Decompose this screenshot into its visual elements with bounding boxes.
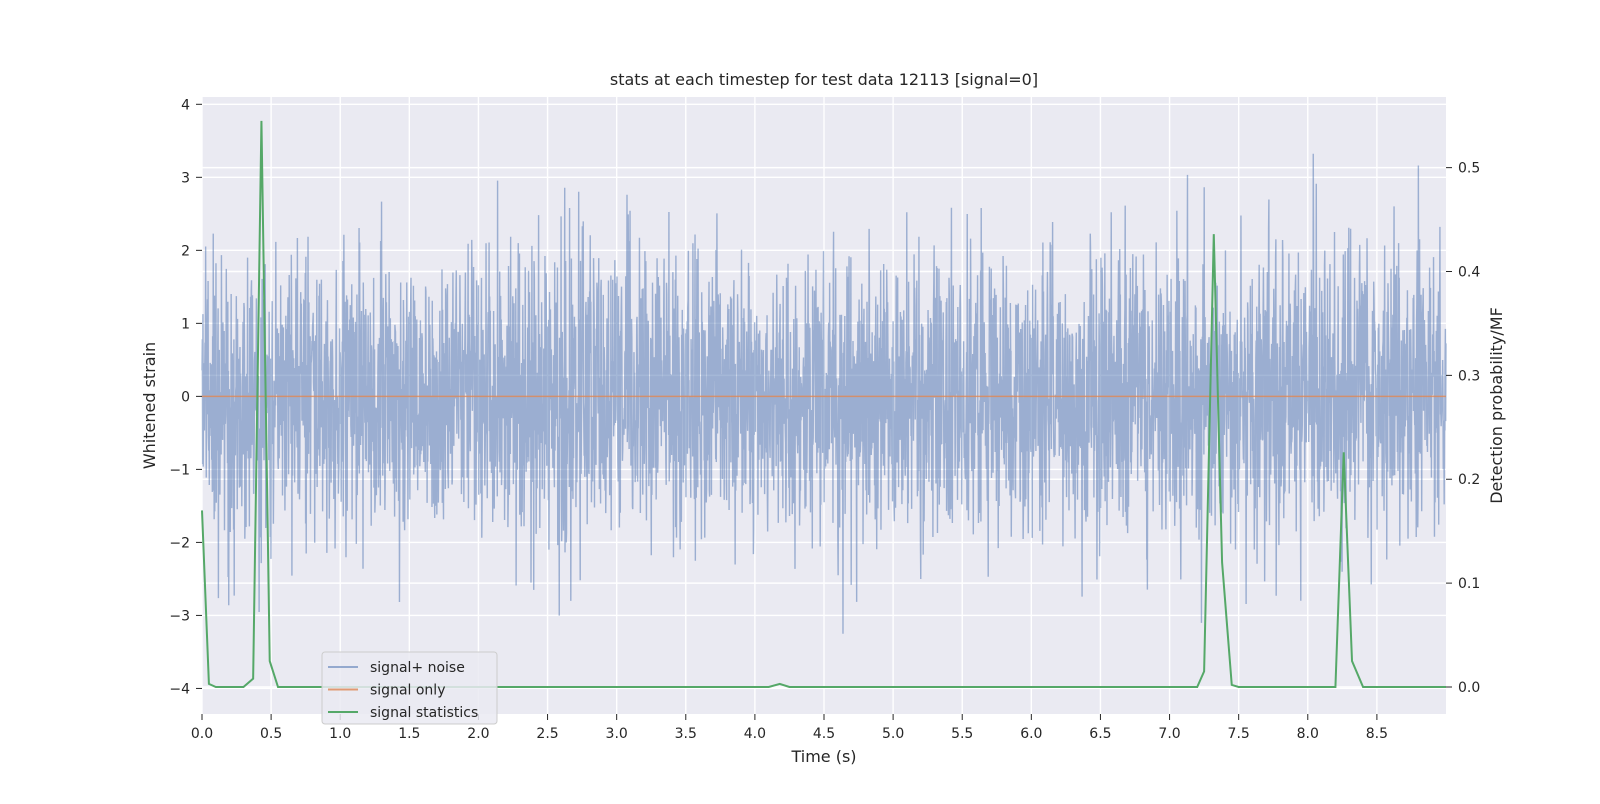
x-tick-label: 0.5 (260, 726, 282, 742)
y-tick-label: −3 (169, 608, 190, 624)
y-tick-label: −2 (169, 535, 190, 551)
y-right-tick-label: 0.5 (1458, 161, 1480, 177)
legend-box (321, 651, 498, 725)
x-tick-label: 4.5 (813, 726, 835, 742)
data-layer (201, 120, 1447, 688)
x-axis-label: Time (s) (790, 747, 856, 766)
legend-label: signal only (370, 683, 445, 699)
y-tick-label: −4 (169, 681, 190, 697)
y-right-tick-label: 0.1 (1458, 576, 1480, 592)
x-tick-label: 3.0 (606, 726, 628, 742)
x-tick-label: 5.0 (882, 726, 904, 742)
y-tick-label: 1 (181, 316, 190, 332)
chart-title: stats at each timestep for test data 121… (610, 70, 1038, 89)
x-tick-label: 8.0 (1297, 726, 1319, 742)
y-tick-label: −1 (169, 462, 190, 478)
y-tick-label: 2 (181, 243, 190, 259)
y-tick-label: 3 (181, 170, 190, 186)
y-axis-label: Whitened strain (140, 342, 159, 469)
y-axis-right-label: Detection probability/MF (1487, 307, 1506, 504)
y-tick-label: 0 (181, 389, 190, 405)
legend-label: signal statistics (370, 705, 478, 721)
x-tick-label: 1.5 (398, 726, 420, 742)
y-right-tick-label: 0.0 (1458, 680, 1480, 696)
x-tick-label: 2.0 (467, 726, 489, 742)
y-right-tick-label: 0.2 (1458, 472, 1480, 488)
legend-label: signal+ noise (370, 660, 465, 676)
y-right-tick-label: 0.4 (1458, 265, 1480, 281)
y-right-tick-label: 0.3 (1458, 368, 1480, 384)
x-tick-label: 5.5 (951, 726, 973, 742)
x-tick-label: 2.5 (536, 726, 558, 742)
x-tick-label: 6.0 (1020, 726, 1042, 742)
x-tick-label: 4.0 (744, 726, 766, 742)
x-tick-label: 7.0 (1158, 726, 1180, 742)
y-tick-label: 4 (181, 97, 190, 113)
x-tick-label: 0.0 (191, 726, 213, 742)
x-tick-label: 6.5 (1089, 726, 1111, 742)
legend: signal+ noise signal only signal statistic… (321, 651, 498, 725)
x-tick-label: 1.0 (329, 726, 351, 742)
x-tick-label: 3.5 (675, 726, 697, 742)
axes-layer: 0.0 0.5 1.0 1.5 2.0 2.5 3.0 3.5 4.0 4.5 5.0 5.5 6.0 6… (169, 97, 1480, 742)
series-signal-statistics-line (201, 120, 1446, 688)
x-tick-label: 7.5 (1228, 726, 1250, 742)
series-signal-noise-line (201, 153, 1447, 634)
x-tick-label: 8.5 (1366, 726, 1388, 742)
